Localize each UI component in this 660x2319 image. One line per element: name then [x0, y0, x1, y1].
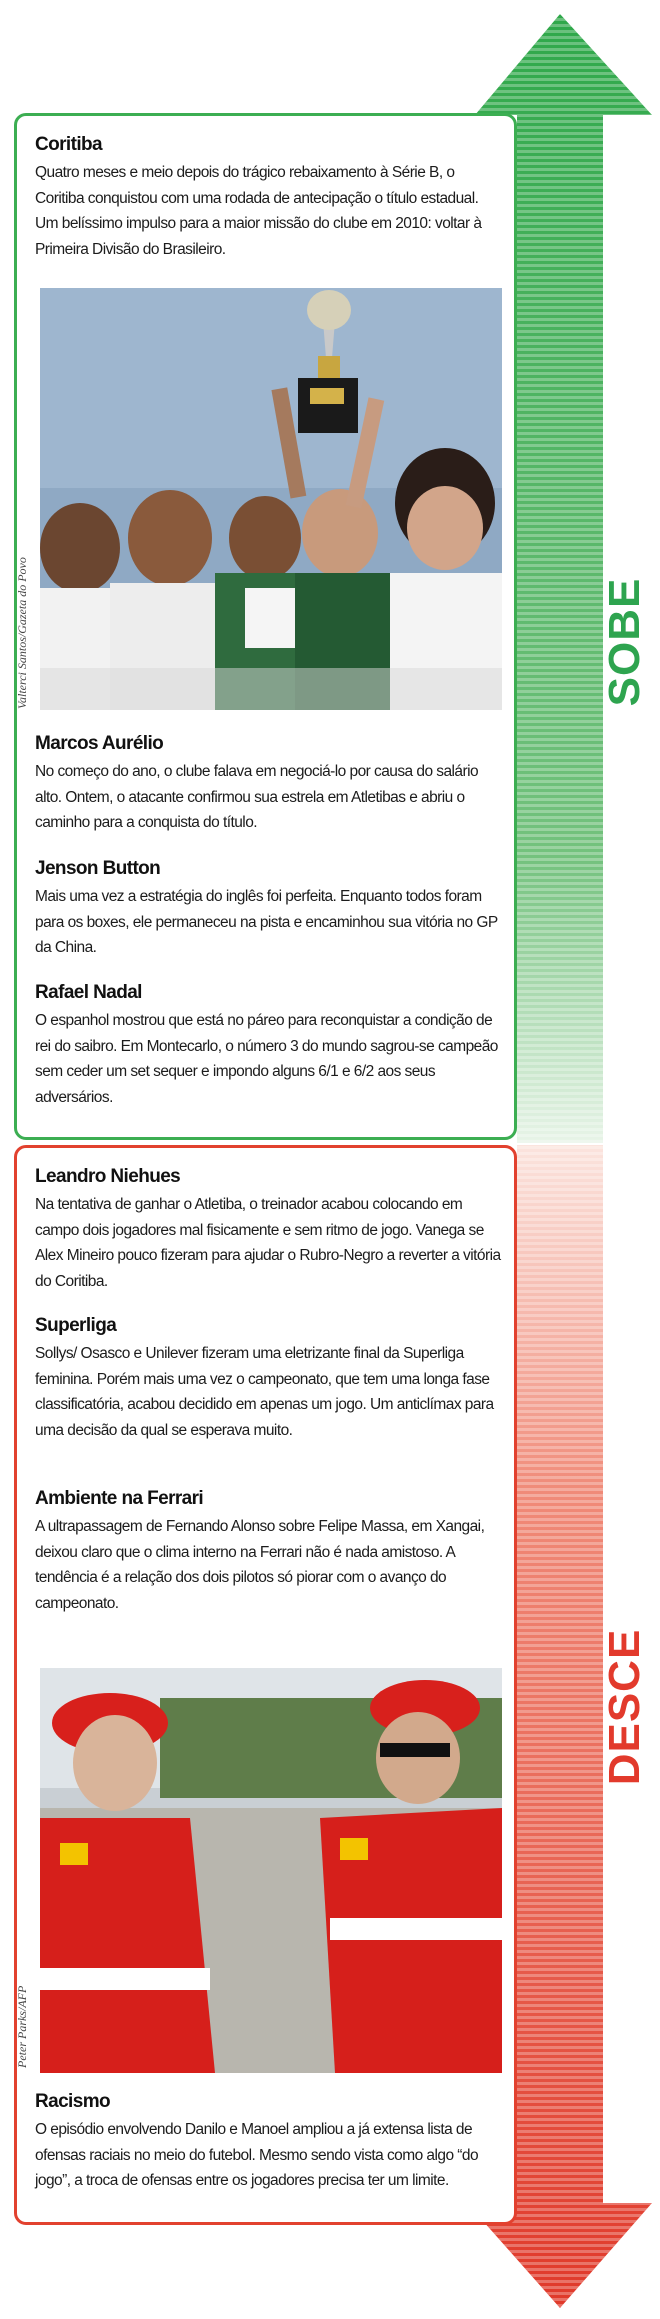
item-title: Marcos Aurélio — [35, 733, 164, 754]
item-title: Ambiente na Ferrari — [35, 1488, 204, 1509]
sponsor-logo: Santander — [70, 1968, 168, 1990]
up-label: SOBE — [600, 577, 649, 707]
up-item-jenson-button: Jenson Button Mais uma vez a estratégia … — [35, 858, 505, 961]
down-panel: Leandro Niehues Na tentativa de ganhar o… — [14, 1145, 517, 2225]
item-text: Na tentativa de ganhar o Atletiba, o tre… — [35, 1196, 501, 1290]
trophy-icon — [298, 290, 358, 433]
item-text: O espanhol mostrou que está no páreo par… — [35, 1012, 498, 1106]
sponsor-logo: Santander — [370, 1924, 459, 1944]
down-item-leandro-niehues: Leandro Niehues Na tentativa de ganhar o… — [35, 1166, 505, 1294]
item-text: Sollys/ Osasco e Unilever fizeram uma el… — [35, 1345, 494, 1439]
up-item-coritiba: Coritiba Quatro meses e meio depois do t… — [35, 134, 505, 262]
up-panel: Coritiba Quatro meses e meio depois do t… — [14, 113, 517, 1140]
item-text: Quatro meses e meio depois do trágico re… — [35, 164, 482, 258]
item-title: Racismo — [35, 2091, 111, 2112]
item-title: Leandro Niehues — [35, 1166, 181, 1187]
item-text: O episódio envolvendo Danilo e Manoel am… — [35, 2121, 479, 2189]
down-label: DESCE — [600, 1628, 649, 1786]
item-text: Mais uma vez a estratégia do inglês foi … — [35, 888, 498, 956]
item-text: A ultrapassagem de Fernando Alonso sobre… — [35, 1518, 485, 1612]
item-title: Rafael Nadal — [35, 982, 142, 1003]
down-item-superliga: Superliga Sollys/ Osasco e Unilever fize… — [35, 1315, 505, 1443]
item-title: Superliga — [35, 1315, 117, 1336]
ferrari-drivers-photo: Santander Santander — [40, 1668, 502, 2073]
item-text: No começo do ano, o clube falava em nego… — [35, 763, 479, 831]
photo-credit: Valterci Santos/Gazeta do Povo — [15, 557, 29, 709]
coritiba-celebration-photo — [40, 288, 502, 710]
item-title: Coritiba — [35, 134, 103, 155]
item-title: Jenson Button — [35, 858, 161, 879]
down-item-ambiente-ferrari: Ambiente na Ferrari A ultrapassagem de F… — [35, 1488, 505, 1616]
up-item-marcos-aurelio: Marcos Aurélio No começo do ano, o clube… — [35, 733, 505, 836]
up-item-rafael-nadal: Rafael Nadal O espanhol mostrou que está… — [35, 982, 505, 1110]
down-item-racismo: Racismo O episódio envolvendo Danilo e M… — [35, 2091, 505, 2194]
photo-credit: Peter Parks/AFP — [15, 1985, 29, 2068]
